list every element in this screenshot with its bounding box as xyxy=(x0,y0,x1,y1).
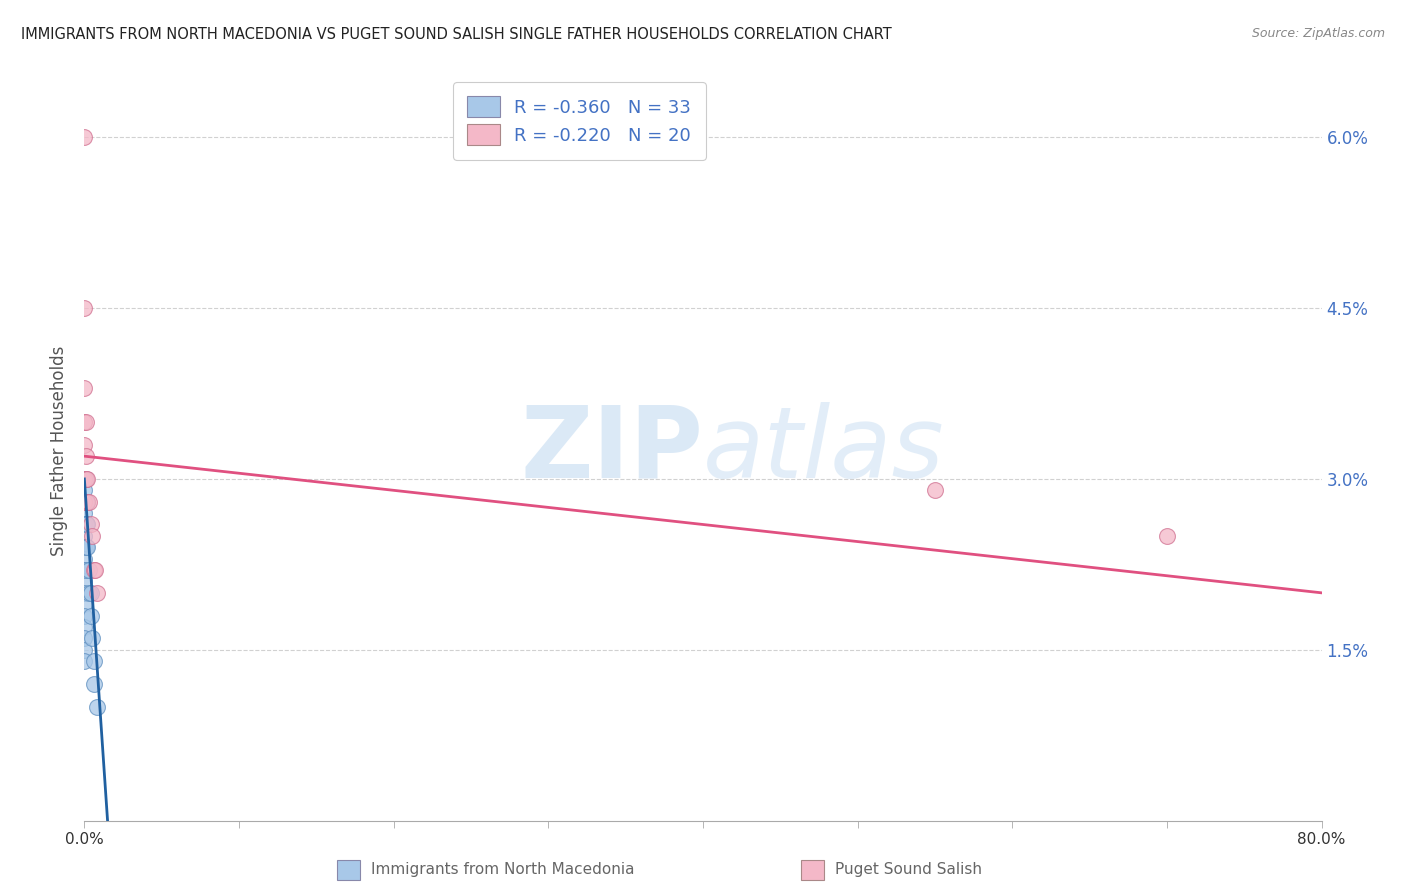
Point xyxy=(73,494,96,508)
Point xyxy=(73,472,96,486)
Point xyxy=(73,597,96,611)
Point xyxy=(75,494,97,508)
Point xyxy=(75,449,97,463)
Point xyxy=(75,563,97,577)
Point xyxy=(73,551,96,566)
Point xyxy=(76,472,98,486)
Text: Immigrants from North Macedonia: Immigrants from North Macedonia xyxy=(371,863,634,877)
Point xyxy=(73,130,96,145)
Point xyxy=(76,541,98,555)
Point xyxy=(1156,529,1178,543)
Point xyxy=(73,494,96,508)
Point xyxy=(79,517,101,532)
Text: ZIP: ZIP xyxy=(520,402,703,499)
Point xyxy=(73,381,96,395)
Point xyxy=(73,517,96,532)
Point xyxy=(77,563,100,577)
Point xyxy=(73,632,96,646)
Point xyxy=(73,483,96,498)
Point xyxy=(73,620,96,634)
Point xyxy=(75,541,97,555)
Point xyxy=(83,563,105,577)
Point xyxy=(73,654,96,668)
Point xyxy=(86,586,108,600)
Point xyxy=(73,506,96,520)
Point xyxy=(73,415,96,429)
Point xyxy=(76,494,98,508)
Point xyxy=(73,642,96,657)
Point xyxy=(83,677,105,691)
Point xyxy=(73,608,96,623)
Point xyxy=(73,586,96,600)
Point xyxy=(75,472,97,486)
Point xyxy=(83,654,105,668)
Point xyxy=(73,529,96,543)
Point xyxy=(73,563,96,577)
Point xyxy=(75,415,97,429)
Text: IMMIGRANTS FROM NORTH MACEDONIA VS PUGET SOUND SALISH SINGLE FATHER HOUSEHOLDS C: IMMIGRANTS FROM NORTH MACEDONIA VS PUGET… xyxy=(21,27,891,42)
Point xyxy=(73,472,96,486)
Point xyxy=(924,483,946,498)
Point xyxy=(79,608,101,623)
Point xyxy=(76,494,98,508)
Point xyxy=(77,586,100,600)
Point xyxy=(75,517,97,532)
Text: atlas: atlas xyxy=(703,402,945,499)
Point xyxy=(73,438,96,452)
Point xyxy=(77,494,100,508)
Point xyxy=(86,699,108,714)
Point xyxy=(82,632,104,646)
Point xyxy=(84,563,107,577)
Legend: R = -0.360   N = 33, R = -0.220   N = 20: R = -0.360 N = 33, R = -0.220 N = 20 xyxy=(453,82,706,160)
Point xyxy=(73,574,96,589)
Point xyxy=(76,517,98,532)
Point xyxy=(79,586,101,600)
Y-axis label: Single Father Households: Single Father Households xyxy=(51,345,69,556)
Point xyxy=(73,541,96,555)
Text: Source: ZipAtlas.com: Source: ZipAtlas.com xyxy=(1251,27,1385,40)
Point xyxy=(73,301,96,315)
Text: Puget Sound Salish: Puget Sound Salish xyxy=(835,863,983,877)
Point xyxy=(75,472,97,486)
Point xyxy=(82,529,104,543)
